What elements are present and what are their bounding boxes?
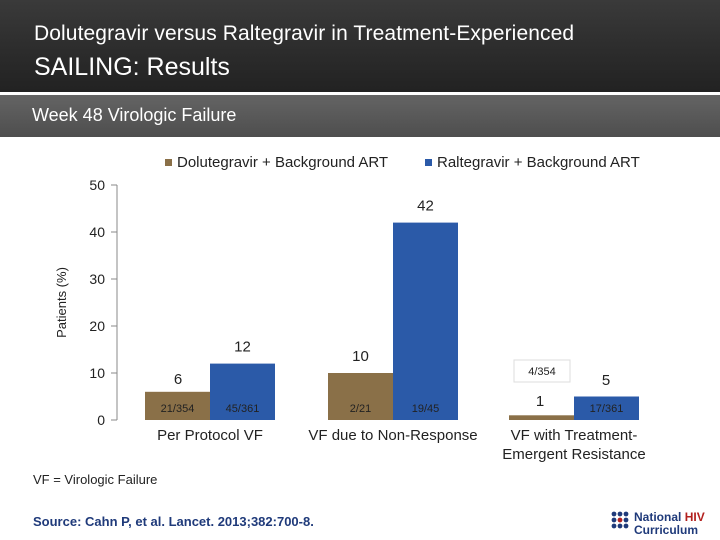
- bar-s1-c0: [210, 363, 275, 420]
- section-band: Week 48 Virologic Failure: [0, 95, 720, 137]
- category-label-2-line-1: Emergent Resistance: [502, 446, 645, 463]
- logo-line2: Curriculum: [634, 523, 699, 537]
- national-hiv-curriculum-logo: National HIV Curriculum: [608, 508, 716, 538]
- count-label-s1-c1: 19/45: [412, 403, 440, 415]
- count-label-s1-c0: 45/361: [226, 403, 260, 415]
- category-label-2-line-0: VF with Treatment-: [511, 427, 638, 444]
- category-label-1-line-0: VF due to Non-Response: [308, 427, 477, 444]
- category-label-0-line-0: Per Protocol VF: [157, 427, 263, 444]
- value-label-s1-c1: 42: [417, 198, 434, 215]
- legend-swatch-dolutegravir: [165, 159, 172, 166]
- logo-mark-icon: [611, 511, 629, 529]
- bar-s0-c2: [509, 415, 574, 420]
- count-label-s0-c0: 21/354: [161, 403, 195, 415]
- y-tick-label-0: 0: [97, 412, 105, 428]
- legend-item-raltegravir: Raltegravir + Background ART: [425, 154, 640, 171]
- y-tick-label-20: 20: [89, 318, 105, 334]
- bar-s0-c1: [328, 373, 393, 420]
- y-tick-label-30: 30: [89, 271, 105, 287]
- bar-chart: 0 10 20 30 40 50 Patients (%) 6 21/354 10 2/21 1 4/3…: [54, 177, 646, 463]
- count-label-s0-c2: 4/354: [528, 366, 556, 378]
- count-label-s0-c1: 2/21: [350, 403, 371, 415]
- logo-line1: National HIV: [634, 510, 705, 524]
- logo-word-hiv: HIV: [684, 510, 705, 524]
- count-label-s1-c2: 17/361: [590, 403, 624, 415]
- value-label-s0-c2: 1: [536, 393, 544, 410]
- section-title: Week 48 Virologic Failure: [32, 105, 237, 125]
- bar-s1-c2: [574, 396, 639, 420]
- legend-label-dolutegravir: Dolutegravir + Background ART: [177, 154, 389, 171]
- bar-s0-c0: [145, 391, 210, 420]
- y-axis-title: Patients (%): [54, 267, 69, 338]
- slide-header: Dolutegravir versus Raltegravir in Treat…: [0, 0, 720, 92]
- bar-s1-c1: [393, 222, 458, 420]
- value-label-s1-c2: 5: [602, 372, 610, 389]
- legend-swatch-raltegravir: [425, 159, 432, 166]
- slide-title-line1: Dolutegravir versus Raltegravir in Treat…: [34, 22, 575, 45]
- legend-label-raltegravir: Raltegravir + Background ART: [437, 154, 640, 171]
- value-label-s0-c0: 6: [174, 371, 182, 388]
- y-tick-label-40: 40: [89, 224, 105, 240]
- source-citation: Source: Cahn P, et al. Lancet. 2013;382:…: [33, 514, 314, 529]
- value-label-s0-c1: 10: [352, 348, 369, 365]
- slide-title-line2: SAILING: Results: [34, 53, 230, 81]
- y-tick-label-50: 50: [89, 177, 105, 193]
- y-tick-label-10: 10: [89, 365, 105, 381]
- logo-word-national: National: [634, 510, 682, 524]
- footnote: VF = Virologic Failure: [33, 472, 158, 487]
- count-box-s0-c2: [513, 359, 571, 383]
- value-label-s1-c0: 12: [234, 339, 251, 356]
- legend-item-dolutegravir: Dolutegravir + Background ART: [165, 154, 388, 171]
